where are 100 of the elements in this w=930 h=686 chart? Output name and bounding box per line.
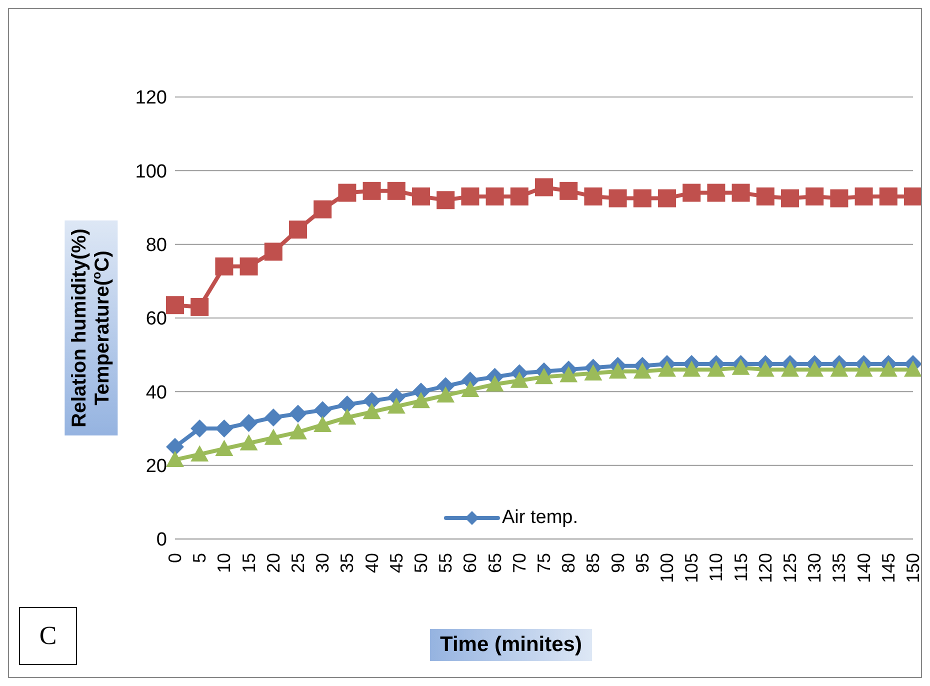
point (854, 187, 873, 206)
point (732, 184, 750, 202)
legend-label: Air temp. (502, 507, 578, 529)
y-tick-label: 20 (146, 456, 167, 478)
point (436, 191, 455, 210)
x-tick-label: 20 (263, 553, 284, 574)
x-tick-label: 50 (411, 553, 431, 574)
point (781, 360, 799, 377)
point (215, 420, 234, 438)
point (584, 187, 602, 206)
x-tick-label: 45 (386, 553, 406, 574)
point (412, 187, 430, 206)
point (264, 428, 282, 445)
x-tick-label: 150 (903, 553, 923, 584)
x-tick-label: 35 (337, 553, 358, 574)
point (486, 187, 504, 206)
y-tick-label: 120 (135, 88, 167, 109)
x-tick-label: 65 (484, 553, 505, 574)
point (240, 257, 258, 276)
point (854, 360, 873, 377)
x-tick-label: 135 (829, 553, 850, 584)
x-tick-label: 105 (682, 553, 702, 584)
point (535, 368, 553, 384)
point (412, 392, 430, 408)
point (707, 184, 726, 202)
point (830, 189, 848, 208)
x-tick-label: 60 (460, 553, 480, 574)
point (338, 184, 356, 202)
point (461, 187, 480, 206)
point (608, 362, 627, 379)
x-tick-label: 90 (608, 553, 628, 574)
x-axis-title: Time (minites) (440, 633, 582, 656)
point (240, 434, 258, 450)
point (264, 408, 282, 426)
point (314, 401, 332, 420)
point (781, 189, 799, 208)
point (879, 187, 898, 206)
x-tick-label: 95 (632, 553, 652, 574)
point (830, 360, 848, 377)
x-tick-label: 25 (288, 553, 308, 574)
point (387, 182, 406, 200)
point (338, 408, 356, 425)
point (289, 423, 307, 440)
x-tick-label: 15 (238, 553, 259, 574)
x-tick-label: 100 (657, 553, 677, 584)
x-tick-label: 115 (730, 553, 751, 582)
point (166, 296, 184, 314)
point (584, 364, 602, 380)
point (756, 360, 774, 377)
point (362, 182, 381, 200)
x-tick-label: 10 (214, 553, 234, 574)
point (682, 184, 701, 202)
point (560, 366, 578, 382)
point (461, 380, 480, 398)
x-tick-label: 0 (165, 553, 185, 564)
x-tick-label: 70 (509, 553, 530, 574)
x-tick-label: 30 (312, 553, 333, 574)
point (264, 242, 282, 261)
point (682, 360, 701, 377)
point (240, 414, 258, 432)
point (338, 396, 356, 414)
y-tick-label: 80 (146, 235, 167, 256)
point (314, 416, 332, 432)
point (535, 178, 553, 196)
x-tick-label: 85 (583, 553, 604, 574)
point (486, 375, 504, 392)
point (633, 362, 652, 379)
x-tick-label: 5 (190, 553, 210, 564)
point (879, 360, 898, 377)
x-tick-label: 140 (854, 553, 874, 584)
point (166, 438, 184, 456)
x-tick-label: 120 (755, 553, 776, 584)
x-tick-label: 40 (362, 553, 382, 574)
y-tick-label: 60 (146, 308, 167, 330)
point (707, 360, 726, 377)
point (608, 189, 627, 208)
point (215, 440, 234, 456)
point (732, 358, 750, 375)
point (756, 187, 774, 206)
point (633, 189, 652, 208)
point (806, 187, 824, 206)
x-tick-label: 110 (706, 553, 726, 582)
point (314, 200, 332, 218)
x-tick-label: 55 (436, 553, 456, 574)
text: C (19, 607, 77, 665)
point (806, 360, 824, 377)
x-tick-label: 145 (878, 553, 898, 584)
point (289, 404, 307, 423)
point (215, 257, 234, 276)
point (190, 298, 209, 316)
x-tick-label: 75 (534, 553, 554, 574)
point (510, 372, 528, 388)
point (510, 187, 528, 206)
point (904, 187, 921, 206)
x-tick-label: 80 (558, 553, 579, 574)
point (190, 445, 209, 462)
y-tick-label: 40 (146, 382, 167, 404)
point (362, 402, 381, 420)
point (658, 360, 676, 377)
point (560, 182, 578, 200)
